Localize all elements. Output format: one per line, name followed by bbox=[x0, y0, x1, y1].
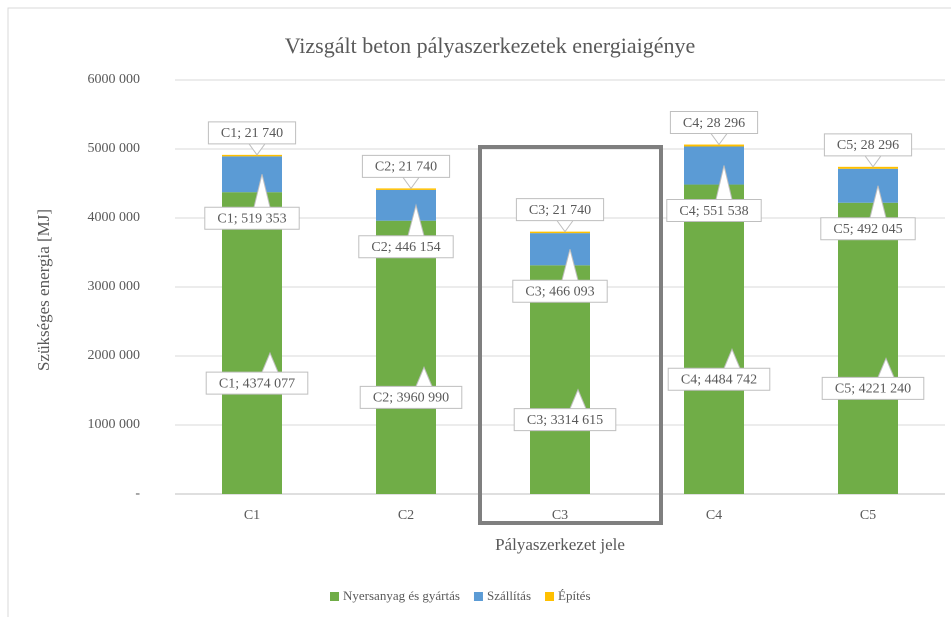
data-label: C1; 21 740 bbox=[207, 121, 297, 156]
data-label-text: C3; 21 740 bbox=[529, 203, 591, 218]
chart-title: Vizsgált beton pályaszerkezetek energiai… bbox=[285, 33, 696, 58]
data-label-text: C4; 4484 742 bbox=[681, 372, 757, 387]
bars bbox=[222, 144, 898, 494]
data-label-text: C5; 492 045 bbox=[833, 222, 902, 237]
bar-segment bbox=[530, 233, 590, 266]
bar-segment bbox=[684, 184, 744, 494]
data-label: C5; 4221 240 bbox=[821, 357, 925, 400]
data-label-text: C4; 551 538 bbox=[679, 204, 748, 219]
x-tick-label: C5 bbox=[860, 508, 876, 523]
y-tick-label: 5000 000 bbox=[88, 141, 141, 156]
legend-swatch bbox=[545, 592, 555, 601]
data-label-text: C1; 21 740 bbox=[221, 126, 283, 141]
y-tick-label: 6000 000 bbox=[88, 72, 141, 87]
label-fill bbox=[669, 369, 769, 390]
x-tick-label: C1 bbox=[244, 508, 260, 523]
y-tick-label: 2000 000 bbox=[88, 348, 141, 363]
data-label-text: C2; 21 740 bbox=[375, 160, 437, 175]
legend-swatch bbox=[473, 592, 483, 601]
x-tick-label: C3 bbox=[552, 508, 568, 523]
x-axis-title: Pályaszerkezet jele bbox=[495, 535, 625, 554]
data-label: C4; 4484 742 bbox=[667, 347, 771, 391]
label-fill bbox=[361, 387, 461, 408]
bar-segment bbox=[376, 189, 436, 221]
bar-segment bbox=[684, 146, 744, 185]
y-tick-label: 1000 000 bbox=[88, 417, 141, 432]
data-label: C3; 21 740 bbox=[515, 198, 605, 233]
bar-segment bbox=[684, 144, 744, 147]
legend-label: Nyersanyag és gyártás bbox=[343, 588, 460, 603]
data-label: C4; 551 538 bbox=[666, 165, 762, 223]
x-tick-label: C2 bbox=[398, 508, 414, 523]
bar-segment bbox=[222, 156, 282, 193]
bar-segment bbox=[838, 166, 898, 169]
data-label-text: C5; 4221 240 bbox=[835, 382, 911, 397]
highlight-box bbox=[478, 145, 663, 525]
y-tick-label: - bbox=[135, 486, 140, 501]
y-tick-label: 3000 000 bbox=[88, 279, 141, 294]
bar-segment bbox=[530, 231, 590, 234]
label-fill bbox=[821, 218, 915, 239]
y-axis-title: Szükséges energia [MJ] bbox=[34, 209, 53, 371]
bar-segment bbox=[222, 154, 282, 157]
legend: Nyersanyag és gyártás Szállítás Építés bbox=[330, 588, 591, 603]
bar-segment bbox=[376, 188, 436, 190]
bar-segment bbox=[530, 265, 590, 494]
bar-segment bbox=[838, 168, 898, 203]
label-fill bbox=[207, 373, 307, 394]
label-fill bbox=[517, 199, 603, 220]
data-label-text: C4; 28 296 bbox=[683, 116, 745, 131]
data-label-text: C5; 28 296 bbox=[837, 138, 899, 153]
legend-label: Építés bbox=[558, 588, 591, 603]
data-label: C3; 466 093 bbox=[512, 249, 608, 303]
bar-segment bbox=[376, 220, 436, 494]
data-label: C2; 446 154 bbox=[358, 203, 454, 259]
data-labels: C1; 4374 077 C1; 519 353 C1; 21 740 C2; 396… bbox=[204, 111, 925, 432]
y-tick-label: 4000 000 bbox=[88, 210, 141, 225]
data-label-text: C3; 3314 615 bbox=[527, 413, 603, 428]
bar-segment bbox=[838, 202, 898, 494]
data-label-text: C3; 466 093 bbox=[525, 285, 594, 300]
data-label-text: C1; 4374 077 bbox=[219, 376, 295, 391]
data-label: C4; 28 296 bbox=[669, 111, 759, 146]
label-fill bbox=[205, 208, 299, 229]
data-label: C3; 3314 615 bbox=[513, 388, 617, 432]
label-fill bbox=[823, 378, 923, 399]
data-label-text: C2; 446 154 bbox=[371, 240, 440, 255]
data-label: C1; 519 353 bbox=[204, 174, 300, 230]
legend-label: Szállítás bbox=[487, 588, 531, 603]
data-label: C2; 3960 990 bbox=[359, 366, 463, 409]
data-label: C1; 4374 077 bbox=[205, 351, 309, 395]
data-label-text: C2; 3960 990 bbox=[373, 391, 449, 406]
data-label: C5; 28 296 bbox=[823, 133, 913, 168]
label-fill bbox=[515, 409, 615, 430]
bar-segment bbox=[222, 192, 282, 494]
x-tick-label: C4 bbox=[706, 508, 722, 523]
label-fill bbox=[671, 112, 757, 133]
data-label: C2; 21 740 bbox=[361, 154, 451, 190]
label-fill bbox=[359, 236, 453, 257]
legend-swatch bbox=[330, 592, 339, 601]
data-label: C5; 492 045 bbox=[820, 185, 916, 241]
label-fill bbox=[209, 122, 295, 143]
data-label-text: C1; 519 353 bbox=[217, 211, 286, 226]
label-fill bbox=[667, 200, 761, 221]
label-fill bbox=[513, 281, 607, 302]
label-fill bbox=[825, 134, 911, 155]
label-fill bbox=[363, 156, 449, 177]
